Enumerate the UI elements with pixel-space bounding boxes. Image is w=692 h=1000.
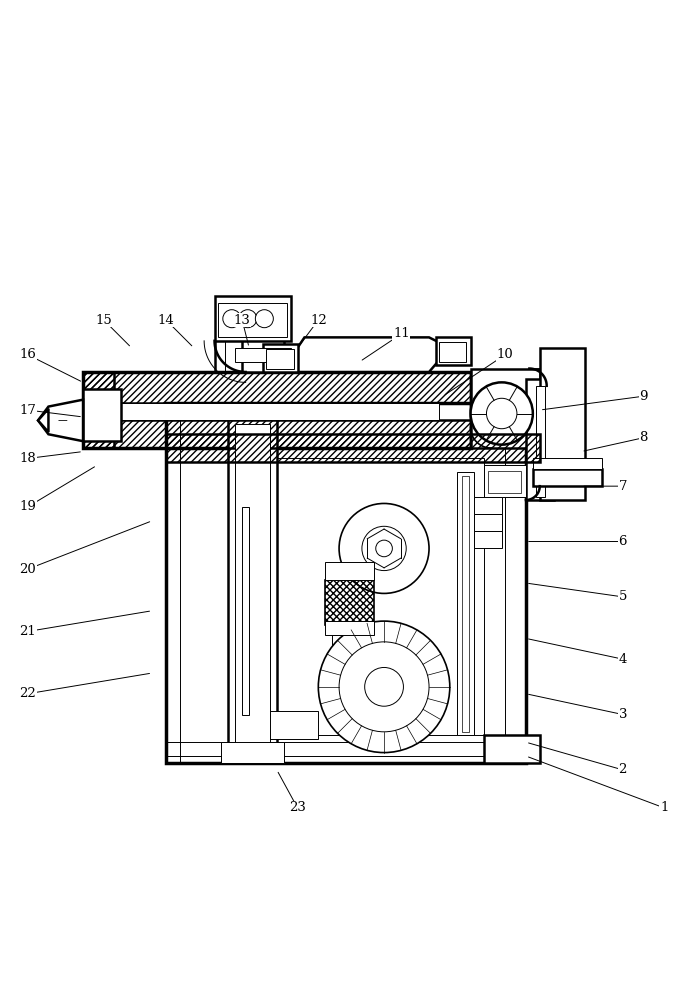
Bar bbox=[488, 471, 521, 493]
Text: 14: 14 bbox=[158, 314, 174, 327]
Text: 19: 19 bbox=[19, 500, 36, 513]
Bar bbox=[439, 342, 466, 362]
Bar bbox=[462, 476, 469, 732]
Text: 5: 5 bbox=[619, 590, 627, 603]
Bar bbox=[235, 424, 270, 756]
Text: 21: 21 bbox=[19, 625, 36, 638]
Circle shape bbox=[223, 310, 241, 328]
Text: 13: 13 bbox=[234, 314, 251, 327]
Bar bbox=[83, 372, 471, 448]
Bar bbox=[83, 372, 114, 448]
Bar bbox=[114, 403, 439, 420]
Polygon shape bbox=[304, 344, 439, 369]
Text: 22: 22 bbox=[19, 687, 36, 700]
Text: 20: 20 bbox=[19, 563, 36, 576]
Circle shape bbox=[318, 621, 450, 753]
Polygon shape bbox=[38, 400, 83, 441]
Bar bbox=[166, 434, 540, 462]
Bar bbox=[83, 389, 121, 441]
Bar bbox=[471, 369, 540, 448]
Bar bbox=[83, 372, 471, 403]
Bar bbox=[325, 621, 374, 635]
Text: 18: 18 bbox=[19, 452, 36, 465]
Bar bbox=[474, 514, 502, 531]
Text: 7: 7 bbox=[619, 480, 627, 493]
Bar bbox=[540, 348, 585, 500]
Bar bbox=[221, 742, 284, 763]
Bar bbox=[263, 711, 318, 739]
Bar bbox=[235, 348, 291, 362]
Text: 2: 2 bbox=[619, 763, 627, 776]
Text: 9: 9 bbox=[639, 390, 648, 403]
Polygon shape bbox=[38, 409, 48, 432]
Text: 3: 3 bbox=[619, 708, 627, 721]
Circle shape bbox=[365, 667, 403, 706]
Circle shape bbox=[376, 540, 392, 557]
Bar bbox=[263, 344, 298, 372]
Bar bbox=[436, 337, 471, 365]
Text: 16: 16 bbox=[19, 348, 36, 361]
Bar bbox=[325, 562, 374, 580]
Circle shape bbox=[471, 382, 533, 445]
Text: 23: 23 bbox=[289, 801, 306, 814]
Bar bbox=[242, 507, 249, 715]
Bar bbox=[325, 580, 374, 625]
Bar bbox=[218, 303, 287, 337]
Bar bbox=[484, 735, 540, 763]
Text: 8: 8 bbox=[639, 431, 648, 444]
Circle shape bbox=[239, 310, 257, 328]
Bar bbox=[526, 379, 554, 500]
Bar bbox=[83, 420, 471, 448]
Polygon shape bbox=[298, 337, 450, 372]
Circle shape bbox=[339, 503, 429, 593]
Bar bbox=[533, 458, 602, 469]
Bar bbox=[228, 417, 277, 763]
Text: 12: 12 bbox=[310, 314, 327, 327]
Circle shape bbox=[339, 642, 429, 732]
Bar bbox=[457, 472, 474, 735]
Text: 1: 1 bbox=[660, 801, 668, 814]
Circle shape bbox=[362, 526, 406, 571]
Text: 17: 17 bbox=[19, 404, 36, 417]
Bar bbox=[166, 403, 526, 763]
Bar bbox=[266, 349, 294, 369]
Bar bbox=[242, 334, 284, 372]
Text: 11: 11 bbox=[393, 327, 410, 340]
Text: 6: 6 bbox=[619, 535, 627, 548]
Bar bbox=[249, 458, 484, 735]
Bar bbox=[533, 469, 602, 486]
Text: —: — bbox=[57, 415, 67, 425]
Bar bbox=[474, 531, 502, 548]
Bar bbox=[536, 386, 545, 497]
Bar bbox=[332, 635, 367, 659]
Text: 4: 4 bbox=[619, 653, 627, 666]
Bar bbox=[474, 497, 502, 514]
Text: 15: 15 bbox=[95, 314, 112, 327]
Bar bbox=[215, 296, 291, 341]
Bar bbox=[484, 465, 526, 497]
Circle shape bbox=[255, 310, 273, 328]
Text: 10: 10 bbox=[497, 348, 513, 361]
Bar bbox=[239, 500, 253, 721]
Circle shape bbox=[486, 398, 517, 429]
